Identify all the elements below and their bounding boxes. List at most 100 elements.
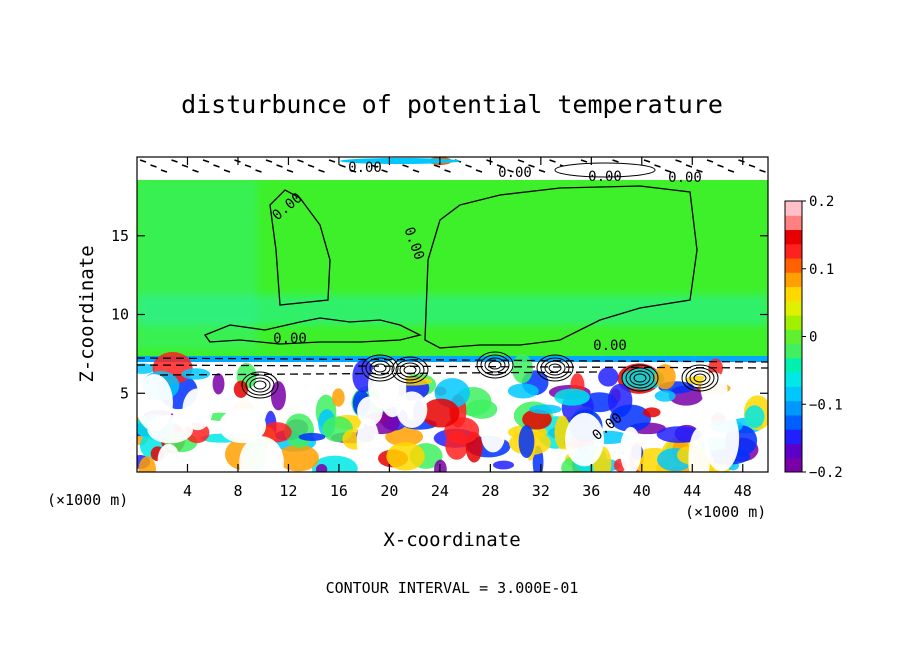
turbulence-blobs [137, 157, 768, 472]
turbulence-cell [609, 404, 652, 432]
upper-contour-dash [685, 164, 693, 168]
colorbar-tick-label: 0 [809, 330, 817, 346]
upper-contour-dash [202, 159, 210, 163]
turbulence-cell [137, 363, 156, 374]
colorbar-segment [785, 443, 802, 459]
upper-contour-dash [192, 169, 199, 173]
contour-ring [540, 357, 570, 379]
turbulence-cell [620, 426, 642, 472]
upper-contour-dash [727, 169, 735, 173]
contour-label: 0.00 [588, 169, 622, 185]
colorbar-tick-label: 0.2 [809, 194, 834, 210]
contour-ring [245, 374, 275, 396]
contour-label: 0.00 [593, 338, 627, 354]
turbulence-cell [421, 398, 460, 428]
contour-label: 0.00 [348, 160, 382, 176]
upper-contour-dash [244, 164, 252, 168]
upper-contour-dash [507, 169, 514, 173]
upper-contour-dash [433, 164, 441, 168]
upper-contour-dash [580, 159, 588, 163]
upper-contour-dash [643, 159, 651, 163]
chart-title: disturbunce of potential temperature [181, 90, 723, 119]
x-tick-label: 16 [330, 482, 348, 500]
contour-label: 0.00 [668, 170, 702, 186]
x-axis-label: X-coordinate [383, 529, 520, 551]
contour-ring [621, 364, 659, 392]
x-tick-label: 12 [279, 482, 297, 500]
turbulence-cell [138, 456, 156, 472]
contour-ring [629, 370, 651, 386]
upper-contour-dash [706, 159, 714, 163]
contour-line [137, 364, 768, 369]
upper-contour-dash [612, 159, 619, 163]
contour-line [424, 185, 698, 349]
colorbar-segment [785, 201, 802, 216]
upper-contour-dash [276, 164, 283, 168]
colorbar-segment [785, 429, 802, 444]
upper-contour-dash [549, 159, 556, 163]
lower-band [137, 356, 768, 362]
colorbar-segment [785, 372, 802, 387]
x-tick-label: 24 [431, 482, 449, 500]
x-tick-label: 40 [633, 482, 651, 500]
x-tick-label: 36 [582, 482, 600, 500]
contour-label: 0.00 [273, 331, 307, 347]
contour-ring [536, 354, 574, 382]
upper-contour-dash [517, 159, 525, 163]
upper-contour-dash [717, 164, 724, 168]
turbulence-cell [137, 374, 173, 431]
upper-contour-dash [286, 169, 294, 173]
upper-contour-dash [486, 159, 493, 163]
upper-contour-dash [339, 164, 346, 168]
upper-contour-dash [307, 164, 315, 168]
upper-contour-dash [748, 164, 756, 168]
upper-contour-dash [171, 159, 178, 163]
turbulence-cell [688, 427, 710, 472]
contour-line [159, 371, 601, 376]
contour-ring [689, 370, 711, 386]
colorbar-segment [785, 272, 802, 288]
contour-ring [484, 357, 506, 373]
turbulence-cell [554, 388, 590, 406]
contour-ring [693, 373, 707, 383]
turbulence-cell [654, 364, 676, 390]
x-tick-label: 48 [734, 482, 752, 500]
contour-ring [395, 359, 425, 381]
turbulence-cell [507, 383, 539, 399]
upper-contour-dash [255, 169, 262, 173]
upper-contour-dash [181, 164, 189, 168]
upper-cell [340, 158, 460, 164]
turbulence-cell [396, 391, 428, 428]
turbulence-cell [181, 368, 211, 380]
contour-line [137, 357, 768, 363]
contour-label: 0.00 [498, 165, 532, 181]
turbulence-cell [529, 404, 562, 414]
x-tick-label: 4 [183, 482, 192, 500]
plot-area: 0.000.000.00 0.000.000.00 0.00 0.00 0.00 [137, 157, 768, 472]
upper-contour-dash [475, 169, 483, 173]
field-band [137, 180, 257, 350]
upper-contour-dash [528, 164, 535, 168]
colorbar-tick-label: 0.1 [809, 262, 834, 278]
upper-contour-dash [265, 159, 273, 163]
upper-contour-dash [139, 159, 147, 163]
contour-line [203, 317, 422, 345]
contour-ring [241, 371, 279, 399]
upper-contour-dash [538, 169, 546, 173]
turbulence-cell [700, 372, 728, 408]
turbulence-cell [218, 408, 267, 444]
turbulence-cell [386, 442, 425, 471]
upper-contour-dash [675, 159, 682, 163]
contour-ring [544, 360, 566, 376]
upper-contour-dash [160, 169, 168, 173]
contour-ring [403, 365, 417, 375]
contour-ring [369, 360, 391, 376]
turbulence-cell [233, 380, 249, 398]
upper-contour-dash [412, 169, 420, 173]
colorbar-segment [785, 315, 802, 330]
contour-interval-footer: CONTOUR INTERVAL = 3.000E-01 [326, 579, 579, 597]
upper-contour-dash [664, 169, 672, 173]
turbulence-cell [298, 432, 326, 441]
contour-ring [681, 364, 719, 392]
x-unit-right: (×1000 m) [685, 503, 766, 521]
